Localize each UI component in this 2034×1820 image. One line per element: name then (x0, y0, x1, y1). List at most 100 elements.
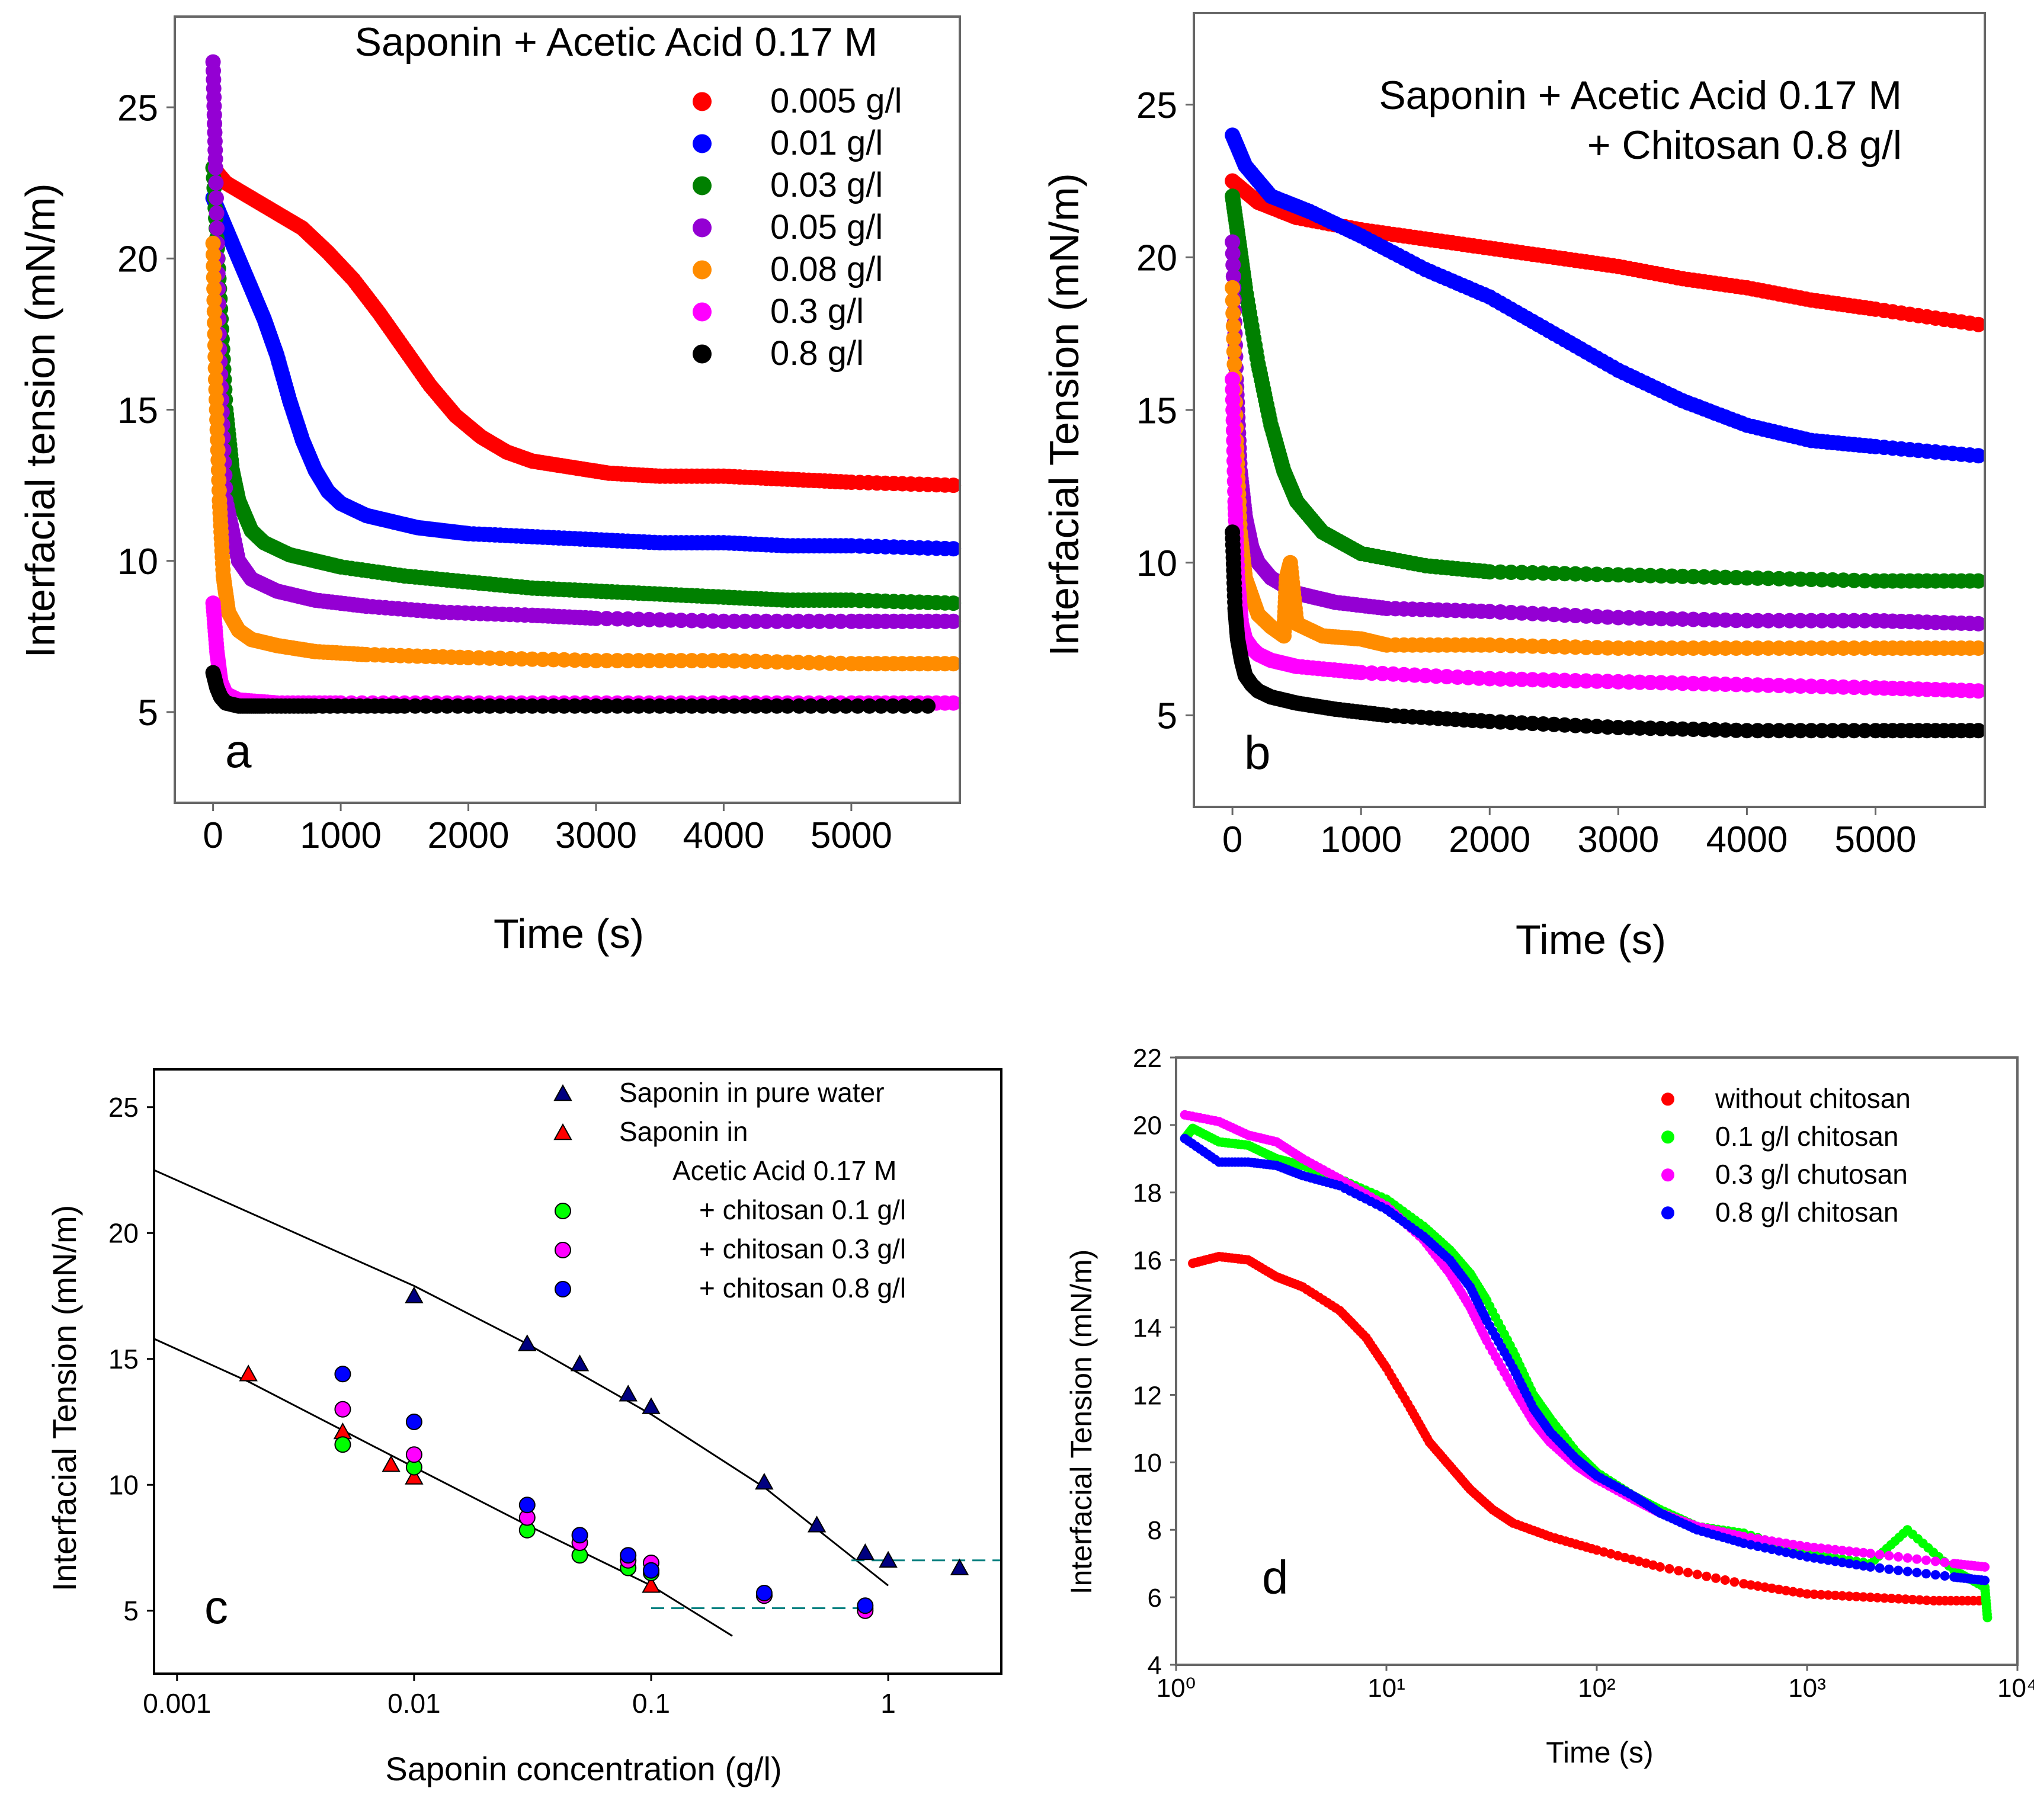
data-point (1746, 1540, 1756, 1550)
data-point (1718, 640, 1734, 656)
data-point (1971, 723, 1987, 739)
data-point (1696, 611, 1712, 627)
data-point (1226, 356, 1242, 372)
panel-c-series (405, 1286, 969, 1575)
data-point (1781, 1539, 1791, 1548)
data-point (1664, 1564, 1674, 1574)
data-point (1482, 637, 1498, 653)
data-point (206, 270, 222, 286)
data-point (1707, 676, 1723, 692)
panel-d-y-tick-label: 6 (1148, 1584, 1162, 1613)
data-point (780, 654, 796, 670)
data-point (1686, 640, 1701, 656)
legend-label: Acetic Acid 0.17 M (672, 1155, 896, 1186)
data-point (1921, 1595, 1932, 1606)
data-point (1621, 567, 1637, 583)
data-point (758, 698, 774, 714)
data-point (1753, 1542, 1763, 1552)
data-point (1859, 1561, 1868, 1571)
data-point (1767, 1536, 1777, 1546)
data-point (1971, 683, 1987, 699)
data-point (1632, 610, 1648, 626)
data-point (207, 160, 223, 176)
data-point (1788, 1539, 1798, 1549)
data-point (1782, 640, 1798, 656)
data-point (1844, 1546, 1854, 1556)
data-point (822, 613, 838, 629)
data-point (1823, 1590, 1833, 1600)
panel-b-x-tick-label: 3000 (1577, 819, 1659, 860)
data-point (1674, 611, 1690, 627)
data-point (1781, 1547, 1791, 1558)
data-point (207, 360, 223, 376)
data-point (1760, 571, 1776, 587)
data-point (206, 303, 222, 319)
data-point (1837, 1546, 1847, 1555)
data-point (1503, 671, 1519, 687)
legend-label: 0.005 g/l (770, 82, 902, 120)
data-point (1816, 1543, 1826, 1553)
panel-a-x-tick-label: 5000 (811, 815, 892, 856)
data-point (758, 653, 774, 669)
data-point (1225, 245, 1241, 261)
data-point (1884, 1550, 1894, 1561)
data-point (1739, 613, 1755, 629)
panel-d-y-tick-label: 8 (1148, 1516, 1162, 1545)
data-point (1771, 723, 1787, 739)
legend-marker (693, 134, 712, 153)
data-point (1782, 613, 1798, 629)
data-point (1912, 1568, 1922, 1578)
data-point (1225, 257, 1241, 273)
data-point (1686, 611, 1701, 627)
panel-c-x-tick-label: 0.001 (143, 1688, 211, 1719)
legend-marker (1661, 1092, 1674, 1106)
legend-marker (693, 176, 712, 196)
data-point (1915, 1595, 1924, 1605)
data-point (896, 698, 912, 714)
data-point (571, 1527, 588, 1544)
data-point (1589, 640, 1605, 656)
data-point (1683, 1568, 1693, 1578)
data-point (694, 698, 710, 714)
data-point (334, 1436, 351, 1453)
data-point (652, 698, 668, 714)
data-point (1836, 640, 1852, 656)
data-point (1535, 565, 1551, 581)
data-point (1902, 1553, 1913, 1563)
data-point (1982, 1613, 1993, 1623)
data-point (1482, 564, 1498, 580)
data-point (1771, 613, 1787, 629)
data-point (850, 698, 866, 714)
data-point (1886, 1594, 1897, 1603)
legend-marker (693, 344, 712, 364)
data-point (1492, 637, 1508, 653)
data-point (694, 613, 710, 629)
panel-a-x-axis-title: Time (s) (494, 911, 644, 957)
data-point (1908, 1594, 1918, 1604)
data-point (1760, 677, 1776, 693)
data-point (1600, 640, 1616, 656)
data-point (492, 698, 508, 714)
data-point (1696, 640, 1712, 656)
legend-marker (693, 260, 712, 280)
panel-c-y-axis-title: Interfacial Tension (mN/m) (46, 1205, 83, 1592)
data-point (1514, 638, 1530, 654)
data-point (598, 698, 614, 714)
panel-b-x-tick-label: 1000 (1320, 819, 1402, 860)
panel-a-series (205, 235, 962, 672)
data-point (1802, 1552, 1812, 1562)
panel-d-x-tick-label: 10⁴ (1997, 1674, 2034, 1703)
data-point (1930, 1556, 1940, 1566)
fit-line (154, 1169, 889, 1587)
data-point (1971, 640, 1987, 656)
data-point (1568, 566, 1583, 582)
panel-b-y-tick-label: 25 (1136, 85, 1177, 126)
data-point (1830, 1545, 1840, 1555)
data-point (1655, 1562, 1665, 1572)
data-point (1836, 613, 1852, 629)
data-point (1632, 674, 1648, 690)
panel-c-x-tick-label: 0.1 (632, 1688, 670, 1719)
data-point (1739, 723, 1755, 739)
data-point (1739, 640, 1755, 656)
